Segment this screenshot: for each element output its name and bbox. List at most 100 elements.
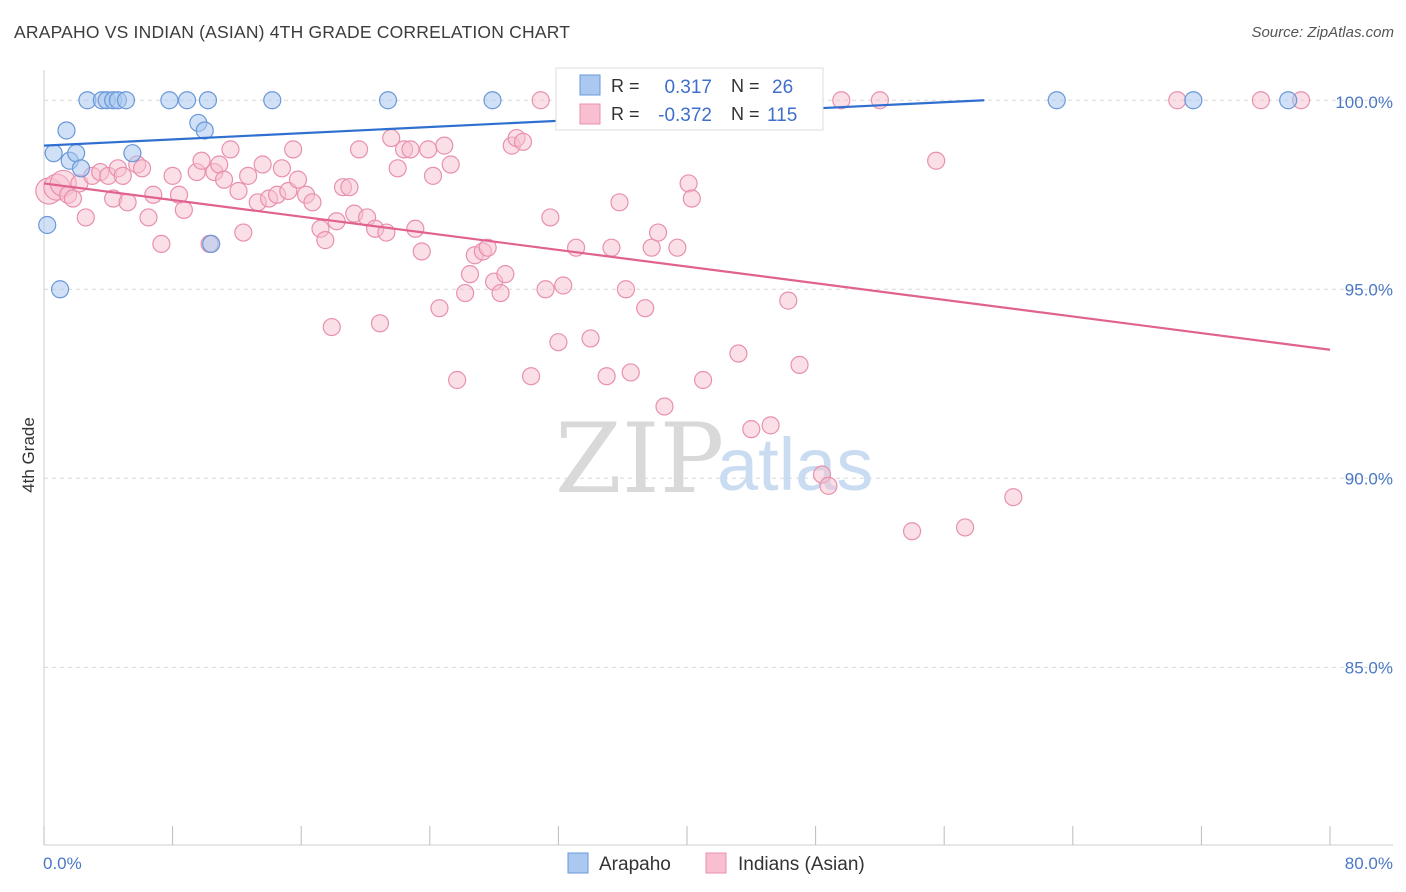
- indians-asian-point-4: [63, 189, 83, 208]
- indians-asian-point-82: [554, 276, 573, 295]
- legend-swatch-indians-asian: [579, 103, 601, 125]
- indians-asian-point-26: [210, 155, 229, 174]
- indians-asian-point-95: [679, 174, 698, 193]
- legend: R = 0.317 N = 26 R = -0.372 N = 115: [555, 67, 824, 131]
- indians-asian-point-30: [234, 223, 253, 242]
- indians-asian-point-105: [819, 476, 838, 495]
- watermark-atlas: atlas: [717, 423, 873, 506]
- legend-r-value-arapaho: 0.317: [664, 77, 712, 98]
- y-tick-label-1: 95.0%: [1345, 280, 1393, 299]
- indians-asian-point-72: [491, 283, 510, 303]
- indians-asian-point-15: [132, 159, 152, 178]
- indians-asian-point-109: [927, 151, 946, 170]
- indians-asian-point-38: [284, 140, 303, 159]
- y-tick-label-3: 85.0%: [1345, 658, 1393, 677]
- indians-asian-point-112: [1168, 91, 1187, 110]
- legend-r-label-arapaho: R =: [611, 76, 640, 96]
- indians-asian-point-87: [610, 193, 629, 212]
- indians-asian-point-96: [682, 189, 701, 208]
- y-tick-labels: 100.0% 95.0% 90.0% 85.0%: [1335, 93, 1393, 677]
- indians-asian-point-108: [902, 522, 922, 541]
- indians-asian-point-81: [549, 333, 568, 352]
- indians-asian-point-102: [779, 291, 798, 310]
- bottom-legend-swatch-indians-asian: [705, 852, 727, 874]
- legend-n-value-arapaho: 26: [772, 77, 793, 98]
- arapaho-point-23: [1047, 91, 1066, 110]
- indians-asian-point-92: [648, 223, 668, 242]
- indians-asian-point-78: [531, 91, 550, 110]
- bottom-legend-swatch-arapaho: [567, 852, 589, 874]
- indians-asian-point-60: [419, 140, 438, 159]
- bottom-legend-label-indians-asian: Indians (Asian): [738, 854, 865, 875]
- arapaho-point-1: [44, 144, 63, 163]
- indians-asian-point-94: [668, 238, 687, 257]
- indians-asian-point-44: [322, 317, 341, 337]
- arapaho-point-25: [1279, 91, 1298, 110]
- indians-asian-point-13: [118, 193, 137, 212]
- indians-asian-point-49: [349, 140, 369, 159]
- indians-asian-point-93: [655, 397, 674, 416]
- indians-asian-point-6: [76, 208, 95, 227]
- arapaho-point-12: [116, 91, 136, 110]
- indians-asian-point-66: [456, 283, 475, 303]
- legend-r-value-indians-asian: -0.372: [658, 105, 712, 126]
- indians-asian-point-101: [761, 416, 780, 435]
- indians-asian-point-55: [388, 159, 407, 178]
- indians-asian-point-41: [303, 193, 322, 212]
- indians-asian-point-89: [621, 363, 640, 382]
- indians-asian-point-85: [597, 367, 616, 386]
- arapaho-point-19: [202, 234, 221, 254]
- source-label: Source: ZipAtlas.com: [1251, 24, 1394, 41]
- indians-asian-point-86: [602, 238, 621, 257]
- indians-asian-point-59: [412, 242, 431, 261]
- legend-n-label-arapaho: N =: [731, 76, 760, 96]
- indians-asian-point-18: [152, 234, 171, 254]
- arapaho-point-20: [263, 91, 282, 110]
- arapaho-point-24: [1184, 91, 1203, 110]
- indians-asian-point-70: [478, 238, 497, 257]
- x-tick-labels: 0.0% 80.0%: [43, 854, 1393, 873]
- y-tick-label-2: 90.0%: [1345, 469, 1393, 488]
- watermark-zip: ZIP: [555, 403, 724, 515]
- indians-asian-point-17: [144, 185, 163, 204]
- arapaho-point-14: [160, 91, 179, 110]
- indians-asian-point-100: [742, 420, 761, 439]
- indians-asian-point-97: [693, 370, 713, 390]
- indians-asian-point-62: [430, 299, 449, 318]
- indians-asian-point-31: [239, 166, 258, 185]
- arapaho-point-21: [378, 91, 398, 110]
- arapaho-trend-line: [43, 99, 985, 147]
- arapaho-point-15: [177, 91, 197, 110]
- indians-asian-point-73: [496, 265, 515, 284]
- indians-asian-point-103: [790, 355, 809, 374]
- indians-asian-point-84: [581, 329, 600, 348]
- indians-asian-point-58: [406, 219, 425, 238]
- y-tick-label-0: 100.0%: [1335, 93, 1393, 112]
- arapaho-points: [38, 91, 1298, 299]
- indians-asian-point-113: [1251, 91, 1270, 110]
- indians-asian-point-63: [435, 136, 454, 155]
- x-tick-label-max: 80.0%: [1345, 854, 1393, 873]
- indians-asian-point-36: [272, 159, 292, 178]
- arapaho-point-5: [67, 144, 86, 163]
- arapaho-point-17: [195, 121, 214, 140]
- y-axis-title: 4th Grade: [19, 417, 38, 493]
- indians-asian-point-27: [214, 170, 234, 189]
- chart-title: ARAPAHO VS INDIAN (ASIAN) 4TH GRADE CORR…: [14, 22, 571, 42]
- indians-asian-point-64: [441, 155, 460, 174]
- indians-asian-point-67: [460, 265, 480, 284]
- indians-asian-point-21: [174, 200, 193, 219]
- indians-asian-point-19: [163, 166, 182, 185]
- indians-asian-point-111: [1004, 488, 1023, 507]
- indians-asian-point-99: [729, 344, 748, 363]
- indians-asian-point-88: [616, 280, 636, 299]
- indians-asian-point-65: [448, 370, 467, 390]
- gridlines: [44, 99, 1393, 668]
- indians-asian-point-110: [955, 518, 975, 537]
- indians-asian-point-12: [113, 166, 132, 185]
- trend-lines: [43, 99, 1331, 351]
- arapaho-point-6: [71, 159, 91, 178]
- bottom-legend-label-arapaho: Arapaho: [599, 854, 671, 875]
- indians-asian-point-23: [192, 151, 211, 170]
- bottom-legend: Arapaho Indians (Asian): [567, 852, 865, 875]
